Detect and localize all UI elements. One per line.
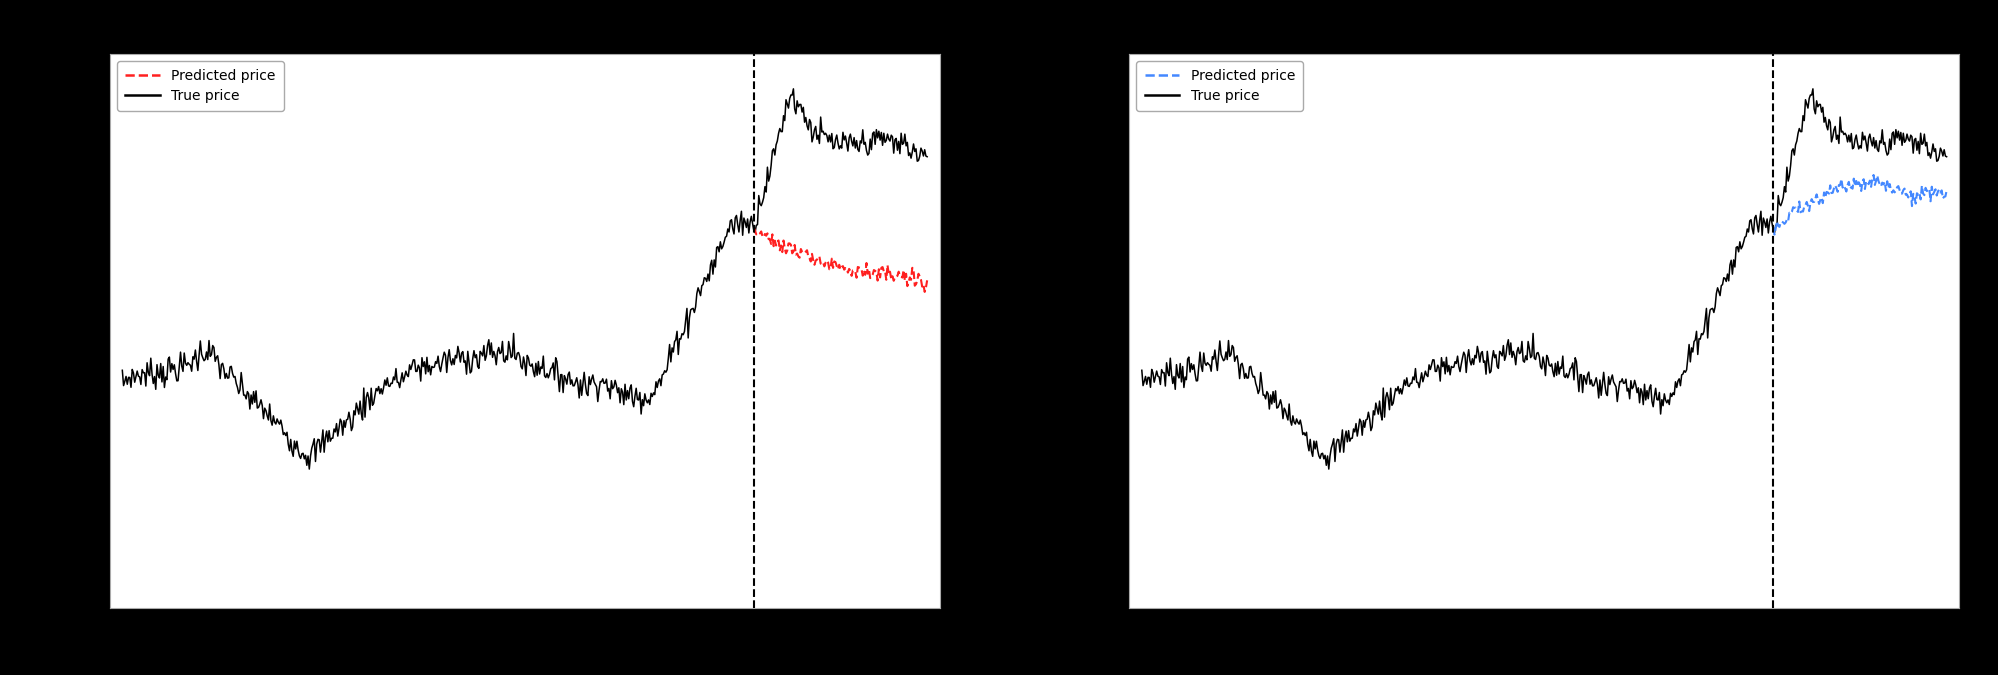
Legend: Predicted price, True price: Predicted price, True price	[1135, 61, 1303, 111]
Legend: Predicted price, True price: Predicted price, True price	[116, 61, 284, 111]
